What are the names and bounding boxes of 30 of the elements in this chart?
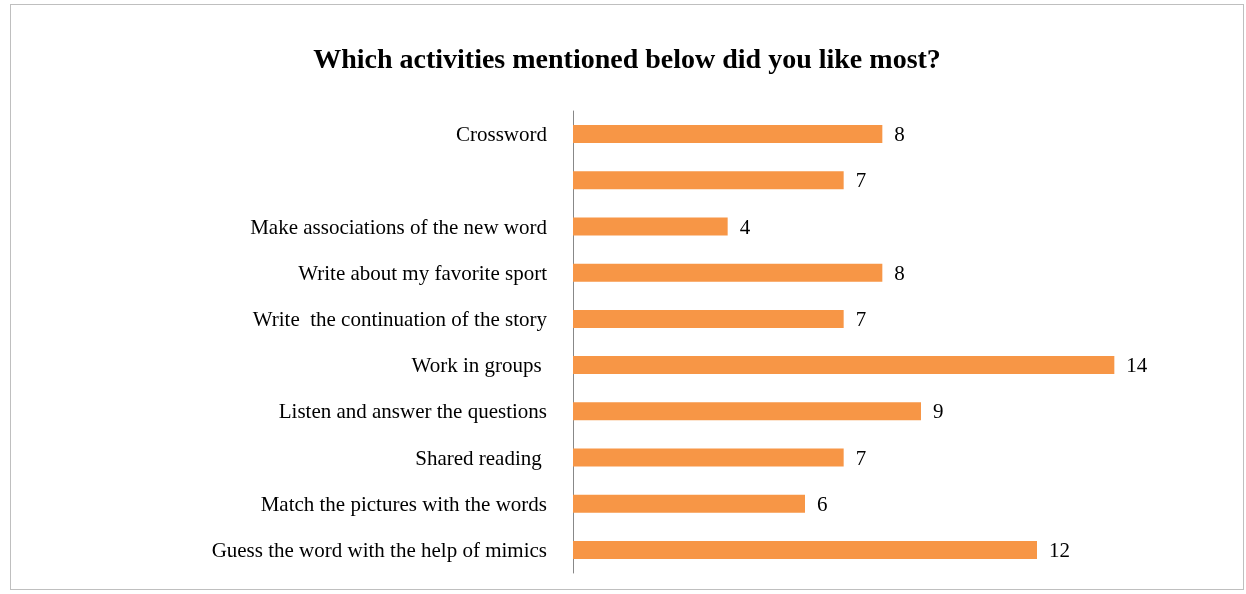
- chart-title: Which activities mentioned below did you like most?: [313, 42, 941, 74]
- y-tick-label: Write about my favorite sport: [298, 260, 548, 285]
- bar: [573, 125, 883, 144]
- data-label: 8: [894, 122, 905, 147]
- bar: [573, 309, 844, 328]
- data-label: 7: [855, 445, 867, 470]
- bar: [573, 263, 883, 282]
- y-tick-label: Make associations of the new word: [250, 214, 548, 239]
- bar: [573, 171, 844, 190]
- bar: [573, 540, 1037, 559]
- data-label: 14: [1126, 353, 1148, 378]
- y-tick-label: Shared reading: [415, 445, 547, 470]
- bar: [573, 448, 844, 467]
- y-tick-label: Listen and answer the questions: [278, 399, 547, 424]
- data-label: 7: [855, 306, 867, 331]
- data-label: 6: [817, 491, 828, 516]
- data-label: 9: [933, 399, 944, 424]
- y-tick-label: Write the continuation of the story: [252, 306, 548, 331]
- data-label: 4: [739, 214, 751, 239]
- y-tick-label: Match the pictures with the words: [260, 491, 547, 516]
- data-label: 7: [855, 168, 867, 193]
- data-label: 8: [894, 260, 905, 285]
- y-tick-label: Work in groups: [411, 353, 547, 378]
- bar: [573, 217, 728, 236]
- y-tick-label: Crossword: [455, 122, 548, 147]
- bar: [573, 356, 1115, 375]
- bar: [573, 402, 921, 421]
- data-label: 12: [1049, 537, 1070, 562]
- y-tick-label: Guess the word with the help of mimics: [211, 537, 547, 562]
- bar: [573, 494, 805, 513]
